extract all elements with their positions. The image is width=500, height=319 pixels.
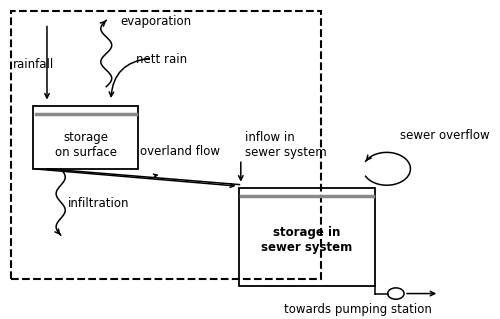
Text: sewer overflow: sewer overflow <box>400 129 490 142</box>
Text: rainfall: rainfall <box>13 58 54 71</box>
Bar <box>238 188 376 286</box>
Text: nett rain: nett rain <box>136 53 187 66</box>
Text: storage in
sewer system: storage in sewer system <box>262 226 352 254</box>
Bar <box>34 106 138 169</box>
Text: towards pumping station: towards pumping station <box>284 303 432 316</box>
Text: overland flow: overland flow <box>140 145 220 158</box>
Text: evaporation: evaporation <box>120 15 191 28</box>
Bar <box>10 11 320 279</box>
Text: inflow in
sewer system: inflow in sewer system <box>246 131 327 159</box>
Text: storage
on surface: storage on surface <box>55 131 117 159</box>
Text: infiltration: infiltration <box>68 197 129 210</box>
